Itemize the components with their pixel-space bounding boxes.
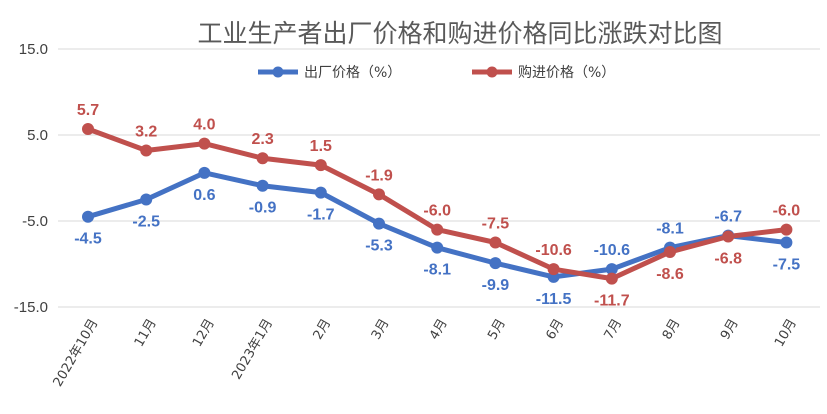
data-label-input: -7.5 bbox=[482, 216, 510, 233]
data-point-output bbox=[780, 236, 793, 249]
data-point-input bbox=[664, 245, 676, 258]
y-tick-label: 15.0 bbox=[19, 41, 48, 58]
data-label-output: -7.5 bbox=[773, 257, 801, 274]
data-label-input: 4.0 bbox=[193, 117, 215, 134]
x-tick-label: 7月 bbox=[602, 317, 626, 343]
x-tick-label: 10月 bbox=[772, 317, 800, 350]
data-label-input: -11.7 bbox=[594, 293, 630, 310]
x-tick-label: 12月 bbox=[190, 317, 218, 350]
legend-item-output: 出厂价格（%） bbox=[258, 65, 401, 81]
data-point-input bbox=[547, 263, 560, 276]
y-tick-label: -5.0 bbox=[22, 213, 48, 230]
gridlines bbox=[58, 48, 820, 308]
data-point-output bbox=[431, 241, 444, 254]
data-point-input bbox=[198, 137, 211, 150]
data-label-input: -8.6 bbox=[656, 266, 684, 283]
x-tick-label: 4月 bbox=[427, 317, 451, 343]
y-axis: 15.0 5.0 -5.0 -15.0 bbox=[14, 41, 48, 316]
data-point-output bbox=[373, 217, 385, 230]
data-label-input: -6.0 bbox=[773, 203, 801, 220]
data-label-output: -5.3 bbox=[365, 238, 393, 255]
data-point-input bbox=[256, 152, 269, 165]
data-label-input: -6.8 bbox=[714, 250, 742, 267]
legend-label-input: 购进价格（%） bbox=[518, 65, 615, 81]
data-point-input bbox=[314, 159, 327, 172]
data-point-output bbox=[256, 179, 269, 192]
plot-area: -4.5 -2.5 0.6 -0.9 -1.7 -5.3 -8.1 -9.9 -11.5 -10.… bbox=[74, 102, 800, 310]
data-point-input bbox=[780, 223, 793, 236]
data-point-input bbox=[605, 272, 618, 285]
x-tick-label: 3月 bbox=[369, 317, 393, 343]
data-label-output: -8.1 bbox=[423, 262, 451, 279]
x-tick-label: 2023年1月 bbox=[229, 317, 276, 383]
x-tick-label: 8月 bbox=[660, 317, 684, 343]
data-point-output bbox=[605, 263, 618, 276]
data-point-input bbox=[722, 230, 735, 243]
data-point-input bbox=[431, 223, 444, 236]
data-point-output bbox=[314, 186, 327, 199]
x-axis: 2022年10月 11月 12月 2023年1月 2月 3月 4月 5月 6月 7月 8月 9月 10月 bbox=[51, 317, 800, 390]
data-point-output bbox=[82, 210, 94, 223]
data-label-output: -10.6 bbox=[594, 242, 631, 259]
data-label-output: -1.7 bbox=[307, 207, 335, 224]
x-tick-label: 5月 bbox=[485, 317, 509, 343]
data-point-input bbox=[373, 188, 385, 201]
data-label-input: 1.5 bbox=[310, 138, 332, 155]
x-tick-label: 2022年10月 bbox=[51, 317, 102, 390]
legend-marker-input bbox=[486, 66, 498, 78]
data-label-output: -0.9 bbox=[249, 200, 277, 217]
x-tick-label: 6月 bbox=[543, 317, 567, 343]
x-tick-label: 11月 bbox=[132, 317, 160, 350]
data-point-output bbox=[489, 257, 502, 270]
data-point-input bbox=[140, 144, 153, 157]
data-label-output: -11.5 bbox=[536, 291, 572, 308]
y-tick-label: 5.0 bbox=[27, 127, 48, 144]
data-point-output bbox=[140, 193, 153, 206]
data-label-output: -9.9 bbox=[482, 277, 510, 294]
data-label-output: 0.6 bbox=[193, 187, 215, 204]
data-label-input: -10.6 bbox=[535, 242, 572, 259]
legend-label-output: 出厂价格（%） bbox=[304, 65, 401, 81]
x-tick-label: 9月 bbox=[718, 317, 742, 343]
data-label-input: 3.2 bbox=[135, 123, 157, 140]
data-label-input: 5.7 bbox=[77, 102, 99, 119]
data-label-input: -1.9 bbox=[365, 167, 393, 184]
data-label-input: -6.0 bbox=[423, 203, 451, 220]
data-label-output: -6.7 bbox=[714, 209, 742, 226]
legend: 出厂价格（%） 购进价格（%） bbox=[258, 65, 615, 81]
x-tick-label: 2月 bbox=[311, 317, 335, 343]
chart-title: 工业生产者出厂价格和购进价格同比涨跌对比图 bbox=[197, 19, 722, 48]
legend-item-input: 购进价格（%） bbox=[472, 65, 615, 81]
data-label-output: -4.5 bbox=[74, 231, 102, 248]
data-label-output: -2.5 bbox=[132, 214, 160, 231]
data-point-input bbox=[489, 236, 502, 249]
data-label-output: -8.1 bbox=[656, 221, 684, 238]
data-label-input: 2.3 bbox=[251, 131, 273, 148]
y-tick-label: -15.0 bbox=[14, 299, 48, 316]
data-point-input bbox=[82, 122, 94, 135]
data-point-output bbox=[198, 166, 211, 179]
legend-marker-output bbox=[272, 66, 284, 78]
